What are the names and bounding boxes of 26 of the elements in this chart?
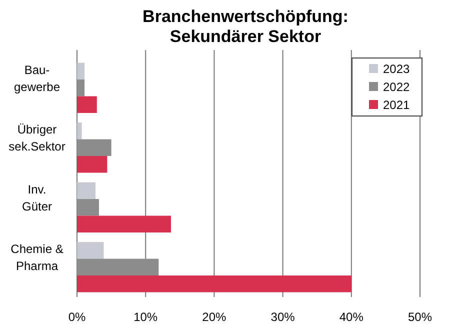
bar bbox=[77, 199, 99, 216]
x-tick-label: 50% bbox=[408, 310, 432, 324]
bar bbox=[77, 258, 159, 276]
x-tick-label: 30% bbox=[270, 310, 296, 324]
y-tick-label: Chemie & Pharma bbox=[10, 242, 64, 274]
bar bbox=[77, 242, 104, 259]
bar bbox=[77, 275, 352, 292]
x-tick-label: 10% bbox=[134, 310, 158, 324]
y-tick-label: Bau- gewerbe bbox=[14, 62, 60, 94]
bar bbox=[77, 156, 108, 173]
bar bbox=[77, 216, 171, 232]
y-tick-label: Übriger sek.Sektor bbox=[8, 122, 66, 154]
x-tick-label: 20% bbox=[202, 310, 227, 324]
x-tick-label: 0% bbox=[68, 310, 86, 324]
bar bbox=[77, 80, 85, 96]
bar bbox=[77, 96, 97, 113]
y-tick-label: Inv. Güter bbox=[22, 182, 52, 214]
bar bbox=[77, 122, 82, 140]
bar bbox=[77, 182, 96, 200]
chart-title: Branchenwertschöpfung: Sekundärer Sektor bbox=[142, 7, 348, 46]
bar bbox=[77, 139, 112, 156]
bar bbox=[77, 62, 85, 80]
x-tick-label: 40% bbox=[339, 310, 364, 324]
legend-label: 2021 bbox=[383, 98, 410, 112]
legend-label: 2022 bbox=[383, 80, 410, 94]
legend-label: 2023 bbox=[383, 62, 410, 76]
